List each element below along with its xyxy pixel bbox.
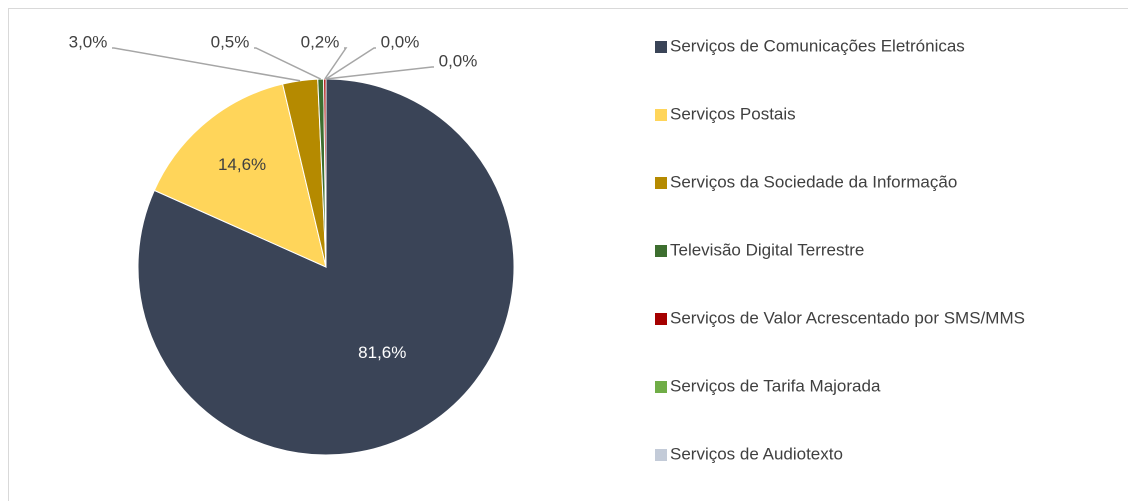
leader-line: [325, 47, 376, 80]
data-label: 81,6%: [358, 343, 406, 362]
legend-label: Serviços de Audiotexto: [670, 444, 843, 463]
legend-swatch: [655, 177, 667, 189]
chart-border: [8, 8, 1128, 501]
data-label: 0,2%: [301, 32, 340, 51]
legend-label: Serviços de Tarifa Majorada: [670, 376, 881, 395]
data-label: 0,0%: [439, 51, 478, 70]
legend-label: Serviços de Comunicações Eletrónicas: [670, 36, 965, 55]
legend-swatch: [655, 109, 667, 121]
legend-label: Serviços da Sociedade da Informação: [670, 172, 957, 191]
data-label: 0,0%: [381, 32, 420, 51]
legend-swatch: [655, 245, 667, 257]
leader-line: [324, 47, 348, 80]
legend-label: Serviços Postais: [670, 104, 796, 123]
legend-swatch: [655, 449, 667, 461]
legend-swatch: [655, 313, 667, 325]
legend-swatch: [655, 381, 667, 393]
legend-label: Televisão Digital Terrestre: [670, 240, 864, 259]
legend-label: Serviços de Valor Acrescentado por SMS/M…: [670, 308, 1025, 327]
data-label: 3,0%: [69, 32, 108, 51]
data-label: 0,5%: [211, 32, 250, 51]
legend-swatch: [655, 41, 667, 53]
data-label: 14,6%: [218, 155, 266, 174]
leader-line: [254, 47, 322, 80]
leader-line: [325, 66, 434, 80]
pie-slice: [153, 83, 327, 268]
leader-line: [112, 47, 301, 82]
